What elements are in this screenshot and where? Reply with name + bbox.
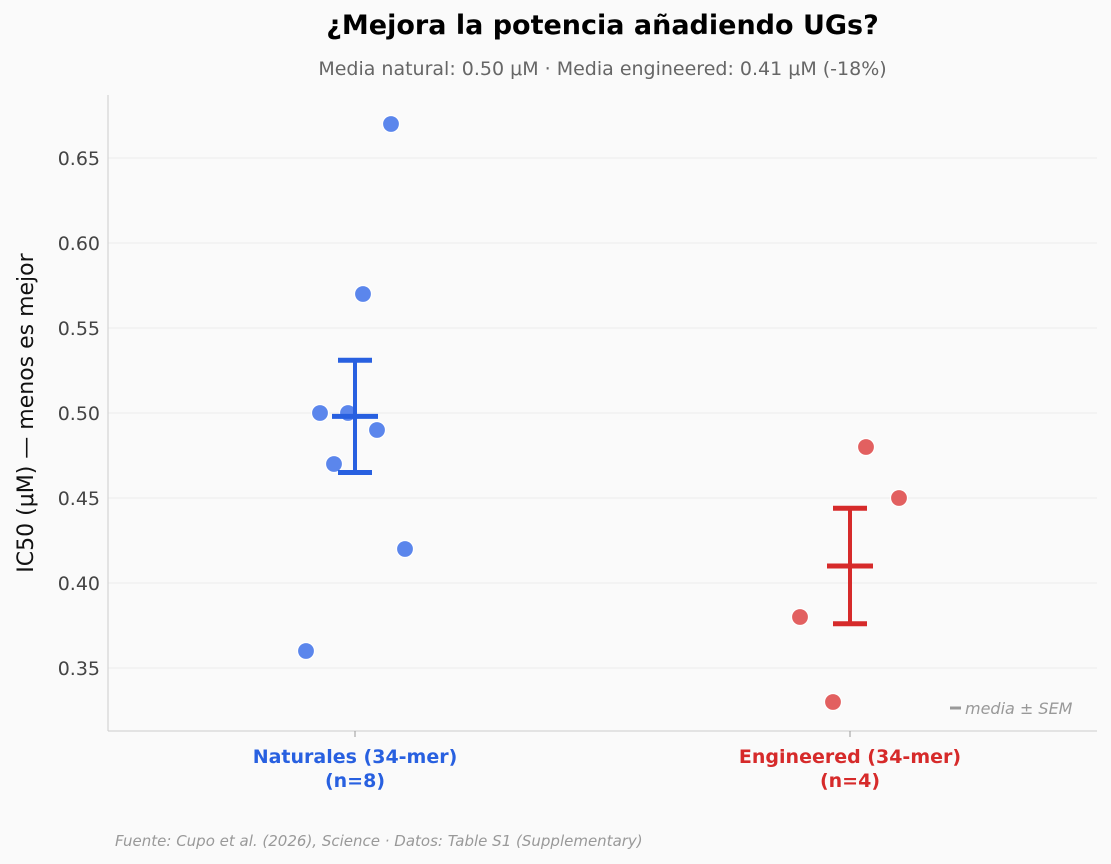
data-point — [296, 641, 316, 661]
y-tick-label: 0.50 — [58, 403, 100, 425]
x-category-count: (n=8) — [325, 770, 385, 792]
x-category-count: (n=4) — [820, 770, 880, 792]
data-point — [381, 114, 401, 134]
y-tick-label: 0.60 — [58, 233, 100, 255]
x-category-label: Naturales (34-mer) — [253, 746, 458, 768]
data-point — [790, 607, 810, 627]
data-point — [856, 437, 876, 457]
grid-lines — [108, 157, 1097, 669]
data-point — [310, 403, 330, 423]
chart-title: ¿Mejora la potencia añadiendo UGs? — [326, 10, 879, 41]
error-bars — [332, 357, 873, 627]
data-point — [889, 488, 909, 508]
data-point — [367, 420, 387, 440]
legend-note: media ± SEM — [965, 699, 1073, 718]
y-axis-label: IC50 (μM) — menos es mejor — [14, 252, 39, 572]
data-point — [395, 539, 415, 559]
y-ticks: 0.35 0.40 0.45 0.50 0.55 0.60 0.65 — [58, 148, 100, 680]
data-point — [324, 454, 344, 474]
y-tick-label: 0.35 — [58, 658, 100, 680]
data-point — [353, 284, 373, 304]
data-point — [823, 692, 843, 712]
x-categories: Naturales (34-mer)(n=8) Engineered (34-me… — [253, 731, 961, 792]
y-tick-label: 0.65 — [58, 148, 100, 170]
x-category-label: Engineered (34-mer) — [739, 746, 961, 768]
chart-subtitle: Media natural: 0.50 μM · Media engineere… — [318, 58, 887, 80]
y-tick-label: 0.45 — [58, 488, 100, 510]
y-tick-label: 0.40 — [58, 573, 100, 595]
y-tick-label: 0.55 — [58, 318, 100, 340]
source-note: Fuente: Cupo et al. (2026), Science · Da… — [115, 832, 643, 850]
